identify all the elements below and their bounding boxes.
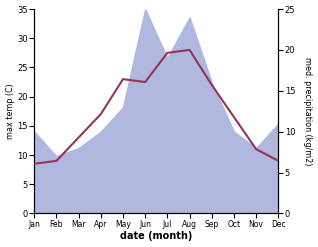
Y-axis label: max temp (C): max temp (C) <box>5 83 15 139</box>
Y-axis label: med. precipitation (kg/m2): med. precipitation (kg/m2) <box>303 57 313 165</box>
X-axis label: date (month): date (month) <box>120 231 192 242</box>
